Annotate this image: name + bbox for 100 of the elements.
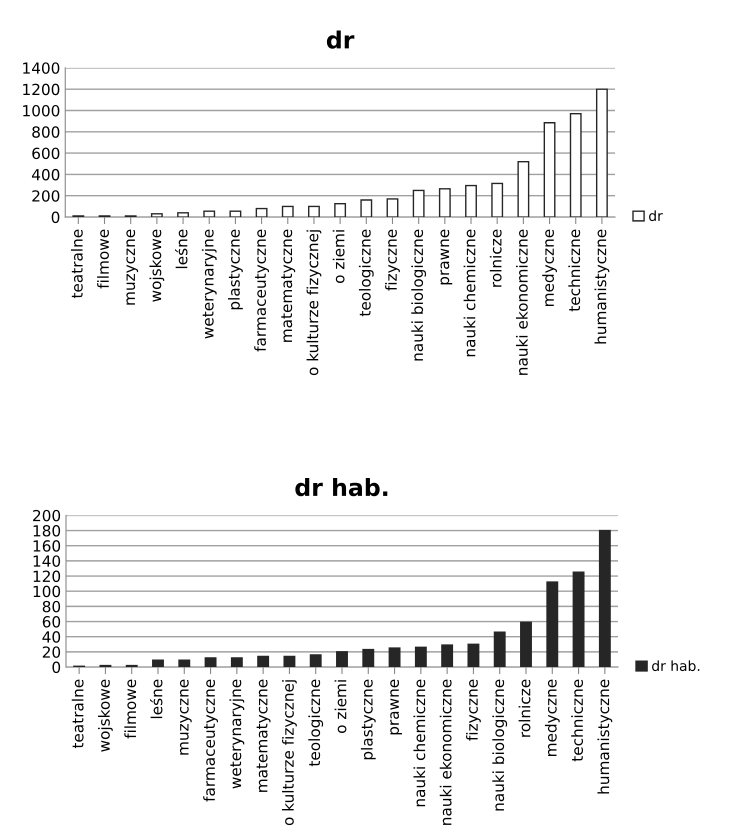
chart-title: dr hab.	[295, 478, 388, 496]
bar	[572, 572, 585, 668]
bar	[256, 208, 268, 218]
y-tick-label: 40	[42, 631, 60, 643]
x-tick-label: muzyczne	[180, 680, 192, 755]
x-tick-label: teatralne	[70, 230, 83, 298]
x-tick-label: teatralne	[72, 680, 84, 748]
x-tick-label: o ziemi	[334, 680, 346, 734]
legend-label: dr	[649, 210, 663, 222]
bar	[360, 199, 372, 218]
x-tick-label: o ziemi	[332, 230, 345, 283]
x-tick-label: o kulturze fizycznej	[306, 230, 322, 376]
x-tick-label: nauki biologiczne	[411, 230, 426, 360]
bar	[438, 188, 451, 218]
bar	[230, 657, 243, 668]
bar	[441, 644, 454, 668]
bar	[150, 213, 163, 218]
x-tick-label: teologiczne	[308, 680, 324, 766]
bar	[310, 654, 322, 668]
bar	[491, 182, 504, 218]
y-tick-label: 0	[52, 662, 60, 674]
bar	[517, 160, 530, 218]
x-tick-label: rolnicze	[490, 230, 502, 287]
x-tick-label: filmowe	[124, 680, 136, 738]
chart-title: dr	[326, 30, 354, 49]
bar	[257, 656, 270, 668]
bar	[546, 581, 558, 668]
x-tick-label: nauki biologiczne	[492, 680, 508, 810]
y-tick-label: 0	[52, 212, 60, 224]
bar	[229, 210, 242, 218]
x-tick-label: nauki ekonomiczne	[516, 230, 528, 375]
x-tick-label: farmaceutyczne	[254, 230, 269, 352]
bar	[596, 88, 608, 218]
x-tick-label: leśne	[175, 230, 188, 268]
x-tick-label: rolnicze	[518, 680, 530, 737]
x-tick-label: fizyczne	[385, 230, 400, 291]
bar	[386, 198, 398, 218]
y-tick-label: 180	[34, 525, 60, 537]
x-tick-label: matematyczne	[281, 230, 296, 342]
x-tick-label: nauki ekonomiczne	[440, 680, 452, 825]
y-tick-label: 800	[32, 126, 60, 138]
y-tick-label: 20	[42, 646, 60, 658]
x-tick-label: prawne	[440, 230, 452, 284]
y-tick-label: 400	[32, 168, 60, 180]
x-tick-label: plastyczne	[360, 680, 376, 760]
bar	[412, 190, 425, 218]
x-tick-label: muzyczne	[126, 230, 138, 305]
bar	[177, 212, 189, 218]
x-tick-label: o kulturze fizycznej	[282, 680, 297, 826]
x-tick-label: farmaceutyczne	[203, 680, 218, 802]
x-tick-label: filmowe	[97, 230, 109, 288]
x-tick-label: techniczne	[568, 230, 580, 312]
y-tick-label: 1400	[23, 62, 60, 74]
bar	[544, 122, 556, 218]
bar	[334, 203, 346, 218]
bar	[308, 206, 320, 218]
y-tick-label: 60	[42, 616, 60, 628]
bar	[414, 646, 427, 668]
x-tick-label: humanistyczne	[597, 680, 612, 794]
bar	[388, 647, 401, 668]
bar	[570, 113, 582, 218]
bar	[465, 184, 477, 218]
bar	[336, 651, 348, 668]
bar	[152, 660, 164, 668]
x-tick-label: matematyczne	[256, 680, 271, 792]
x-tick-label: medyczne	[542, 230, 557, 306]
bar	[282, 206, 294, 218]
y-tick-label: 200	[33, 510, 60, 522]
legend-label: dr hab.	[652, 660, 700, 672]
y-tick-label: 1000	[23, 104, 60, 117]
y-tick-label: 1200	[23, 84, 60, 96]
x-tick-label: weterynaryjne	[202, 230, 217, 339]
bar	[203, 210, 216, 218]
x-tick-label: nauki chemiczne	[413, 680, 426, 806]
x-tick-label: nauki chemiczne	[464, 230, 476, 356]
y-tick-label: 100	[34, 586, 60, 598]
x-tick-label: plastyczne	[228, 230, 243, 310]
x-tick-label: wojskowe	[98, 680, 113, 752]
bar	[283, 656, 296, 668]
y-tick-label: 600	[32, 148, 60, 160]
bar	[494, 631, 506, 668]
x-tick-label: wojskowe	[149, 230, 164, 302]
x-tick-label: prawne	[390, 680, 402, 734]
bar	[520, 622, 532, 668]
x-tick-label: humanistyczne	[594, 230, 610, 344]
x-tick-label: teologiczne	[358, 230, 374, 316]
y-tick-label: 120	[34, 570, 60, 582]
x-tick-label: medyczne	[544, 680, 560, 756]
bar	[598, 530, 611, 668]
x-tick-label: techniczne	[571, 680, 584, 762]
x-tick-label: fizyczne	[466, 680, 481, 741]
x-tick-label: leśne	[150, 680, 162, 718]
y-tick-label: 140	[34, 555, 60, 567]
y-tick-label: 80	[42, 600, 60, 612]
bar	[467, 644, 480, 668]
y-tick-label: 160	[34, 540, 60, 552]
y-tick-label: 200	[32, 190, 60, 202]
bar	[362, 648, 374, 668]
bar	[178, 660, 190, 668]
x-tick-label: weterynaryjne	[229, 680, 244, 789]
